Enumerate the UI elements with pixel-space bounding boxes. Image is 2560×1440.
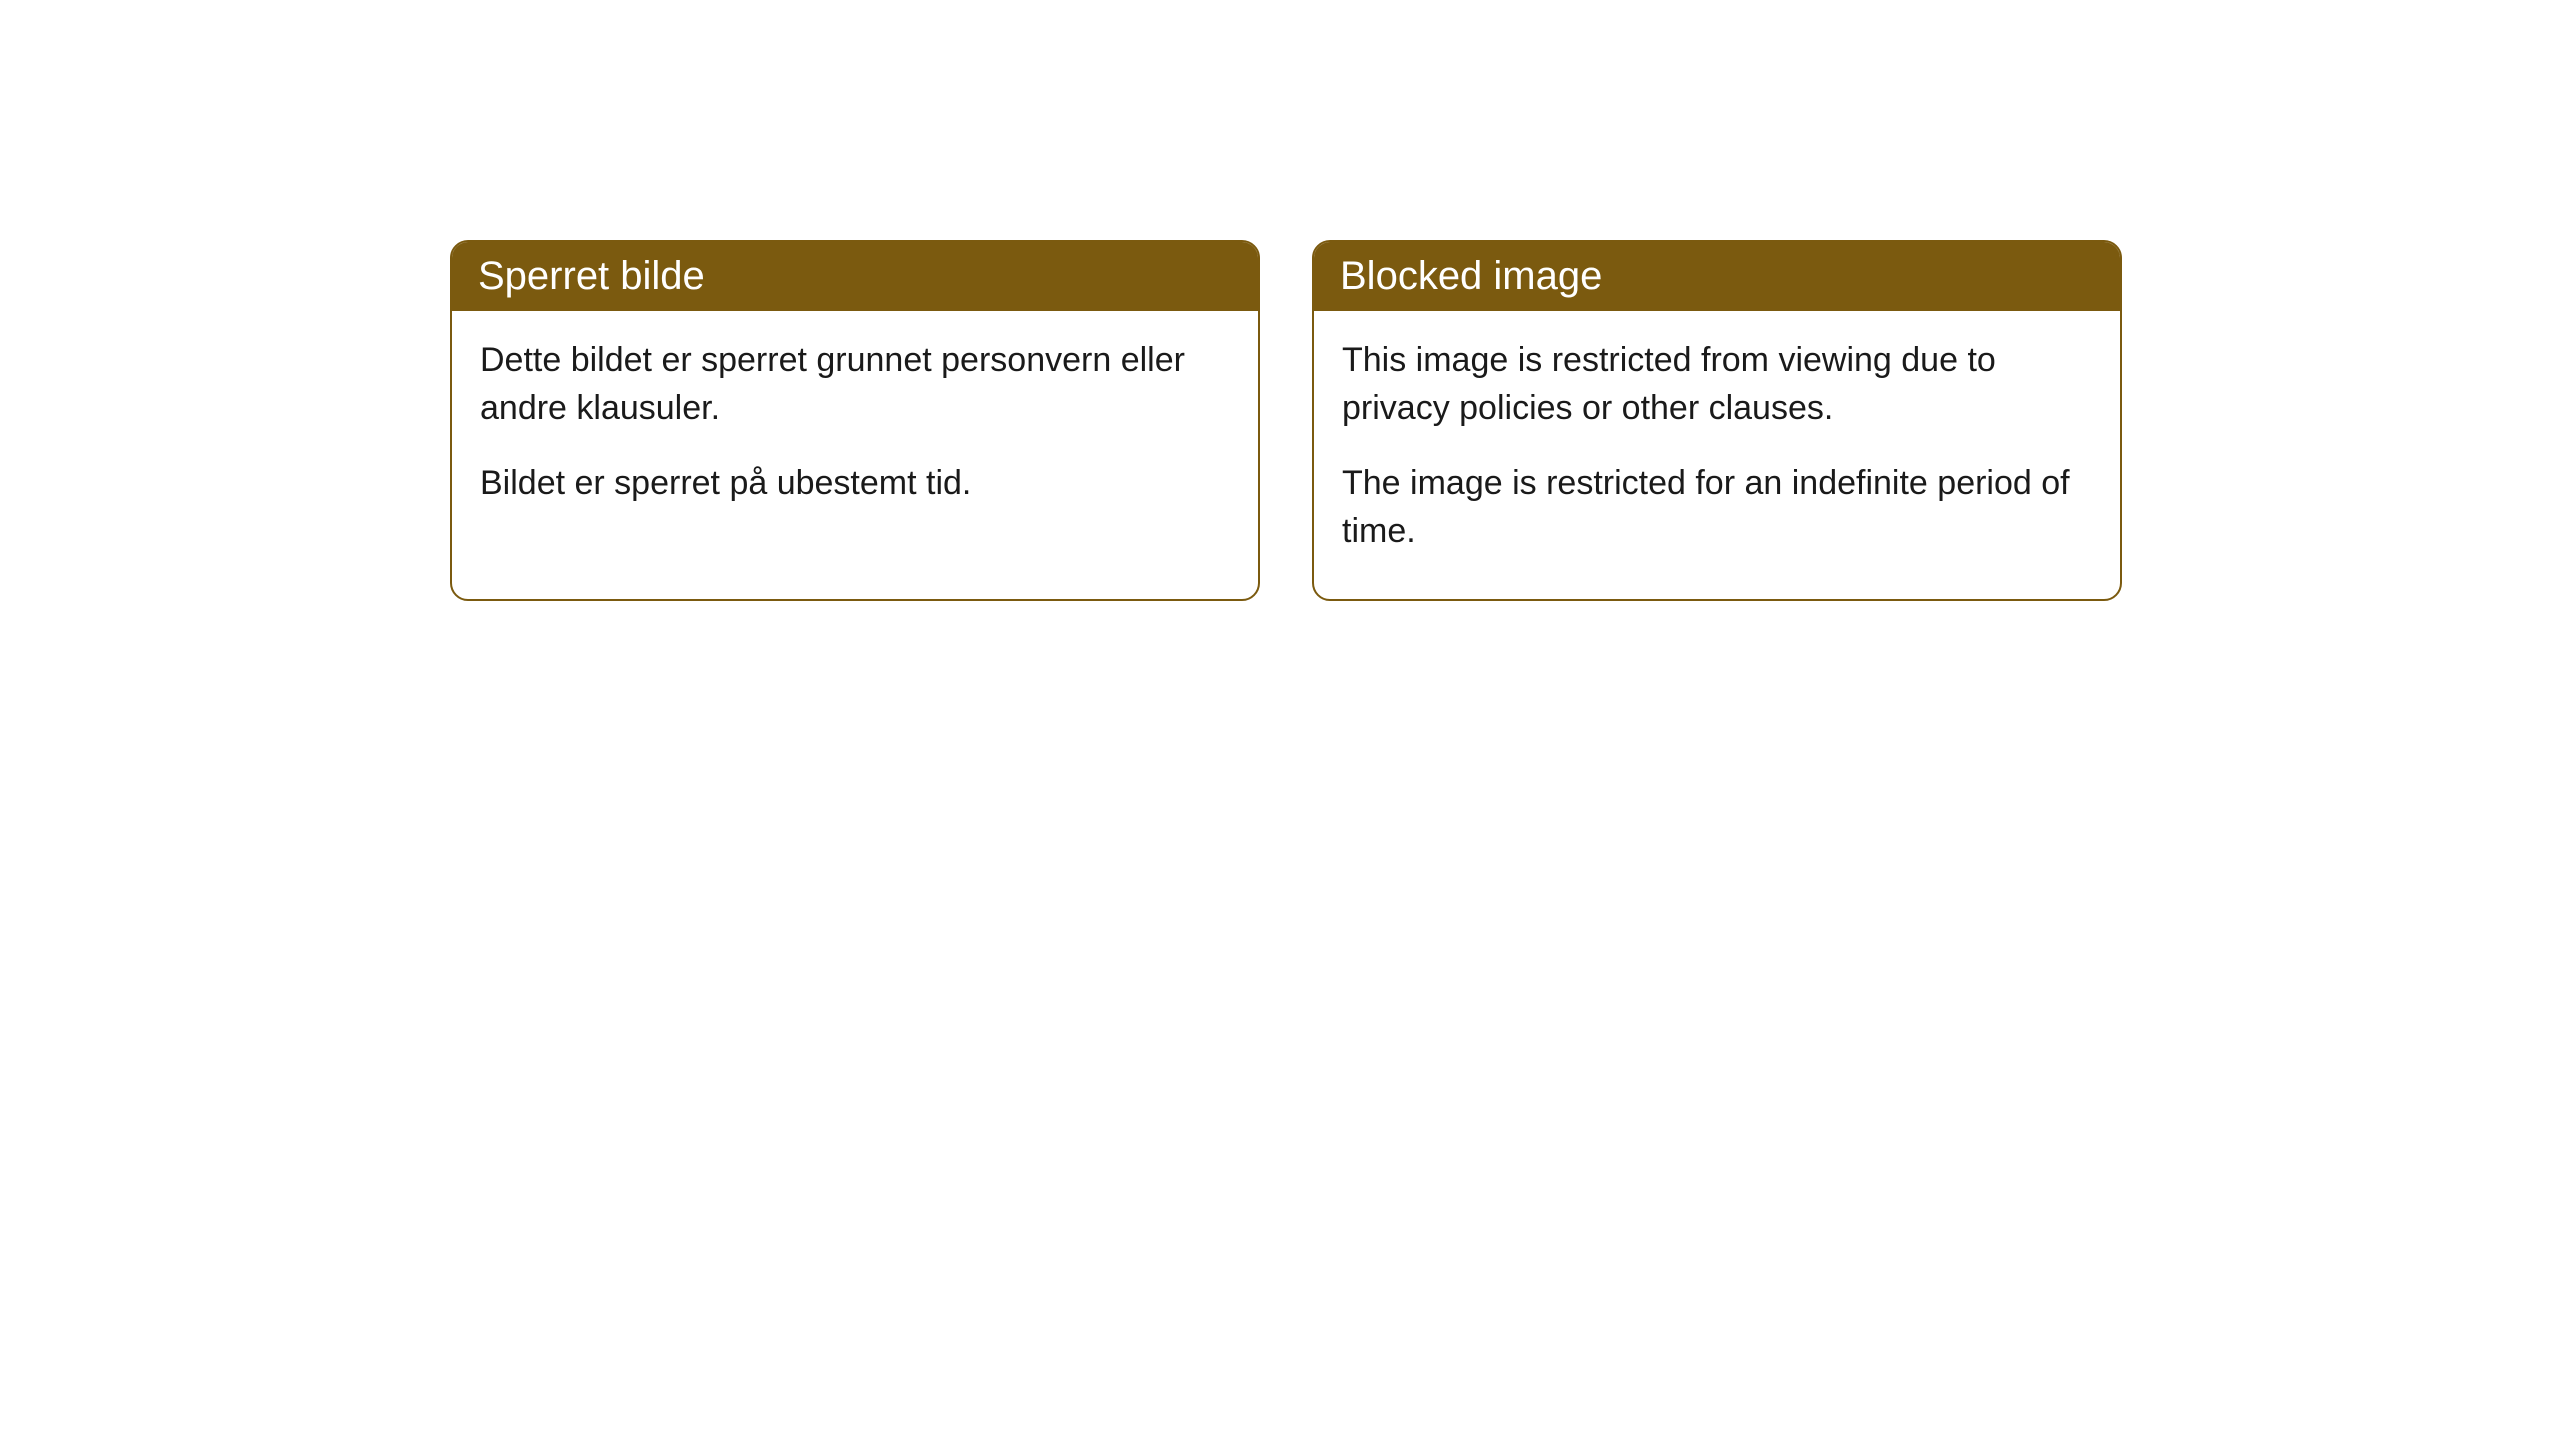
notice-text-norwegian-2: Bildet er sperret på ubestemt tid. xyxy=(480,460,1230,508)
notice-text-english-2: The image is restricted for an indefinit… xyxy=(1342,460,2092,555)
card-body-english: This image is restricted from viewing du… xyxy=(1314,311,2120,599)
notice-container: Sperret bilde Dette bildet er sperret gr… xyxy=(0,0,2560,601)
notice-card-norwegian: Sperret bilde Dette bildet er sperret gr… xyxy=(450,240,1260,601)
card-header-english: Blocked image xyxy=(1314,242,2120,311)
card-header-norwegian: Sperret bilde xyxy=(452,242,1258,311)
notice-card-english: Blocked image This image is restricted f… xyxy=(1312,240,2122,601)
notice-text-english-1: This image is restricted from viewing du… xyxy=(1342,337,2092,432)
card-body-norwegian: Dette bildet er sperret grunnet personve… xyxy=(452,311,1258,552)
notice-text-norwegian-1: Dette bildet er sperret grunnet personve… xyxy=(480,337,1230,432)
